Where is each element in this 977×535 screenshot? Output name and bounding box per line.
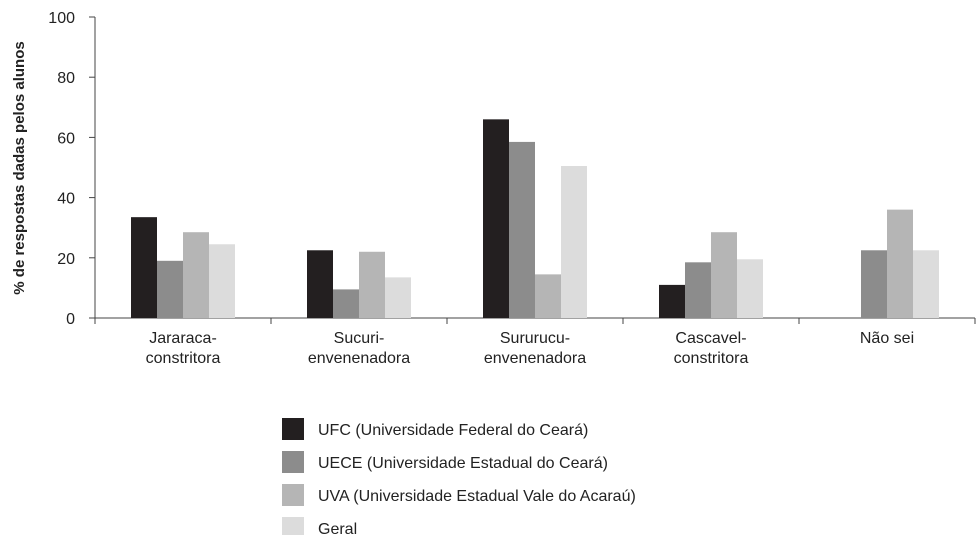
- bar: [737, 259, 763, 318]
- y-tick-label: 0: [66, 311, 75, 328]
- x-tick-label: Sucuri-envenenadora: [308, 330, 410, 367]
- legend-label: UVA (Universidade Estadual Vale do Acara…: [318, 488, 636, 505]
- legend-swatch: [282, 517, 304, 535]
- legend-swatch: [282, 451, 304, 473]
- y-axis-label: % de respostas dadas pelos alunos: [11, 41, 28, 294]
- bar: [209, 244, 235, 318]
- bar: [861, 250, 887, 318]
- x-tick-label: Cascavel-constritora: [674, 330, 749, 367]
- y-tick-label: 20: [57, 251, 75, 268]
- y-tick-label: 60: [57, 130, 75, 147]
- bar: [359, 251, 385, 318]
- bar: [535, 274, 561, 318]
- bar: [887, 209, 913, 318]
- y-tick-label: 40: [57, 191, 75, 208]
- bar: [913, 250, 939, 318]
- bar: [385, 277, 411, 318]
- x-tick-label: Sururucu-envenenadora: [484, 330, 586, 367]
- y-tick-label: 80: [57, 70, 75, 87]
- x-tick-label: Não sei: [860, 330, 914, 347]
- bar: [561, 165, 587, 318]
- x-tick-label: Jararaca-constritora: [146, 330, 221, 367]
- bar: [183, 232, 209, 318]
- bar: [509, 141, 535, 318]
- legend-label: UFC (Universidade Federal do Ceará): [318, 422, 588, 439]
- legend-swatch: [282, 418, 304, 440]
- bar: [131, 217, 157, 318]
- bar: [659, 284, 685, 318]
- legend-swatch: [282, 484, 304, 506]
- y-tick-label: 100: [48, 10, 75, 27]
- bar: [685, 262, 711, 318]
- bar: [711, 232, 737, 318]
- legend-label: UECE (Universidade Estadual do Ceará): [318, 455, 608, 472]
- bar: [333, 289, 359, 318]
- legend-label: Geral: [318, 521, 357, 535]
- bar: [157, 260, 183, 318]
- bar: [307, 250, 333, 318]
- bar: [483, 119, 509, 318]
